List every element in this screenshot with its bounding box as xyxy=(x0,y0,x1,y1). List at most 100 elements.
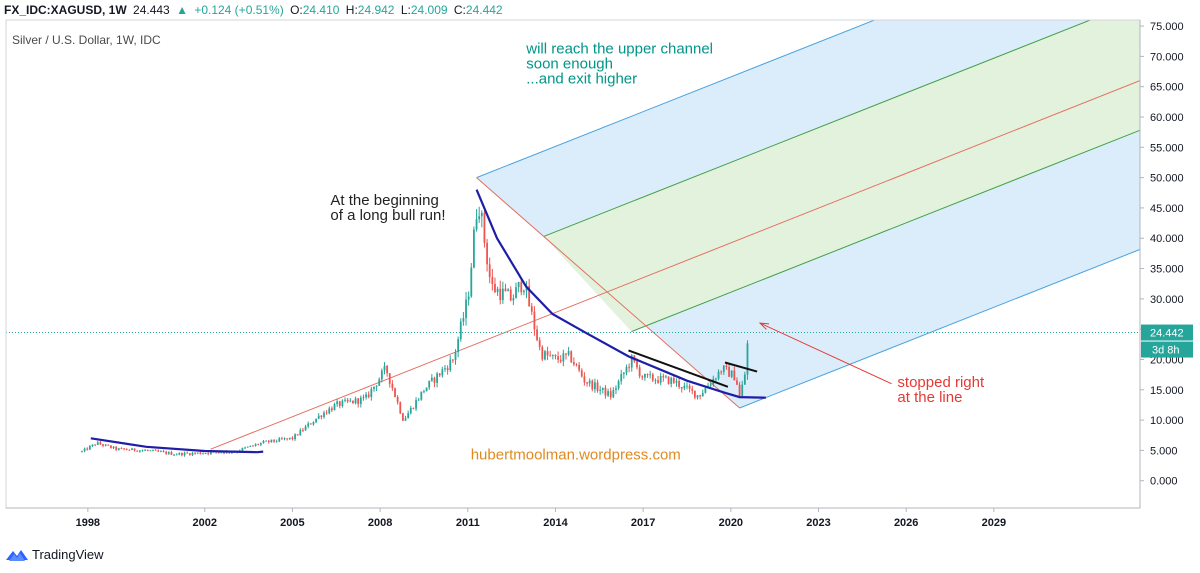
tradingview-logo-icon[interactable] xyxy=(6,548,28,562)
candle-body xyxy=(83,448,86,452)
candle-body xyxy=(362,397,365,398)
candle-body xyxy=(412,407,415,409)
candle-body xyxy=(354,398,357,404)
y-tick-label: 35.000 xyxy=(1150,264,1184,276)
candle-body xyxy=(601,387,604,390)
candle-body xyxy=(246,446,249,448)
candle-body xyxy=(512,298,515,301)
candle-body xyxy=(357,398,360,404)
candle-body xyxy=(665,376,667,378)
candle-body xyxy=(565,353,567,355)
pitchfork-median-line[interactable] xyxy=(210,80,1140,450)
candle-body xyxy=(207,453,210,454)
candle-body xyxy=(117,448,120,450)
candle-body xyxy=(499,288,502,301)
candle-body xyxy=(612,390,615,398)
candle-body xyxy=(399,402,402,414)
candle-body xyxy=(607,391,609,396)
candle-body xyxy=(365,394,367,398)
candle-body xyxy=(123,448,125,450)
candle-body xyxy=(165,451,168,454)
trend-curve-1998[interactable] xyxy=(90,437,264,454)
pitchfork-handle-line[interactable] xyxy=(476,177,740,409)
pitchfork-upper-line[interactable] xyxy=(476,0,1199,179)
trend-curve-2011[interactable] xyxy=(475,189,766,399)
candle-body xyxy=(551,354,554,356)
annotation-line: stopped right xyxy=(897,374,985,391)
annotation-arrow-line[interactable] xyxy=(759,322,892,385)
candle-body xyxy=(580,370,583,377)
black-trendline-1[interactable] xyxy=(628,349,729,388)
candle-body xyxy=(557,356,559,360)
candle-body xyxy=(223,452,225,454)
annotation-text[interactable]: hubertmoolman.wordpress.com xyxy=(471,447,681,464)
annotation-text[interactable]: At the beginning of a long bull run! xyxy=(330,192,445,224)
x-tick-label: 2008 xyxy=(368,517,392,529)
price-tag[interactable] xyxy=(1141,324,1193,341)
candle-body xyxy=(693,390,696,398)
candle-body xyxy=(257,444,260,446)
candle-body xyxy=(391,383,394,389)
pitchfork-inner-lower-line[interactable] xyxy=(631,107,1198,333)
annotation-text[interactable]: will reach the upper channel soon enough.… xyxy=(525,40,713,87)
candle-body xyxy=(107,444,110,446)
close-value: 24.442 xyxy=(465,3,503,17)
candle-body xyxy=(175,454,178,456)
candle-body xyxy=(417,399,420,401)
candle-body xyxy=(244,447,246,449)
annotation-text[interactable]: stopped right at the line xyxy=(897,374,985,406)
y-tick-label: 40.000 xyxy=(1150,233,1184,245)
black-trendline-2[interactable] xyxy=(724,361,758,373)
candle-body xyxy=(444,368,446,370)
open-value: 24.410 xyxy=(302,3,340,17)
pitchfork-lower-line[interactable] xyxy=(739,226,1199,409)
candle-body xyxy=(544,351,546,360)
candle-body xyxy=(373,386,375,389)
candle-body xyxy=(423,391,425,393)
candle-body xyxy=(457,339,460,352)
candle-body xyxy=(196,452,199,454)
x-tick-label: 2005 xyxy=(280,517,304,529)
annotation-line: hubertmoolman.wordpress.com xyxy=(471,447,681,464)
candle-body xyxy=(651,374,654,381)
y-tick-label: 15.000 xyxy=(1150,385,1184,397)
y-tick-label: 55.000 xyxy=(1150,142,1184,154)
candle-body xyxy=(209,451,212,454)
candle-body xyxy=(528,285,531,307)
candle-body xyxy=(728,366,730,377)
low-value: 24.009 xyxy=(410,3,448,17)
tradingview-brand[interactable]: TradingView xyxy=(32,547,104,562)
y-tick-label: 70.000 xyxy=(1150,51,1184,63)
candle-body xyxy=(281,438,283,440)
candle-body xyxy=(110,445,112,448)
chart-canvas[interactable]: Silver / U.S. Dollar, 1W, IDC At the beg… xyxy=(0,0,1200,540)
annotation-arrow-head[interactable] xyxy=(758,322,770,330)
candle-body xyxy=(636,361,638,368)
candle-body xyxy=(86,448,89,450)
candle-body xyxy=(304,426,307,431)
candle-body xyxy=(609,391,612,398)
time-tag[interactable] xyxy=(1141,341,1193,358)
candle-body xyxy=(241,448,244,451)
candle-body xyxy=(683,385,686,389)
candle-body xyxy=(501,288,504,301)
candle-body xyxy=(473,229,475,268)
price-axis[interactable]: 75.000 70.000 65.000 60.000 55.000 50.000 45.0… xyxy=(1140,21,1193,488)
candle-body xyxy=(181,452,183,456)
x-tick-label: 2011 xyxy=(456,517,480,529)
candle-body xyxy=(641,376,644,378)
candle-body xyxy=(570,351,573,363)
y-tick-label: 75.000 xyxy=(1150,21,1184,33)
last-price: 24.443 xyxy=(133,3,170,17)
candle-body xyxy=(643,373,646,378)
candle-body xyxy=(583,376,586,383)
candle-body xyxy=(270,439,273,443)
candle-body xyxy=(217,452,220,454)
candle-body xyxy=(204,453,207,454)
candle-body xyxy=(170,452,173,455)
candle-body xyxy=(188,453,191,455)
candle-body xyxy=(81,451,83,452)
time-axis[interactable]: 1998 2002 2005 2008 2011 2014 2017 2020 2023 2026… xyxy=(6,507,1140,529)
y-tick-label: 50.000 xyxy=(1150,173,1184,185)
candle-body xyxy=(446,368,449,371)
